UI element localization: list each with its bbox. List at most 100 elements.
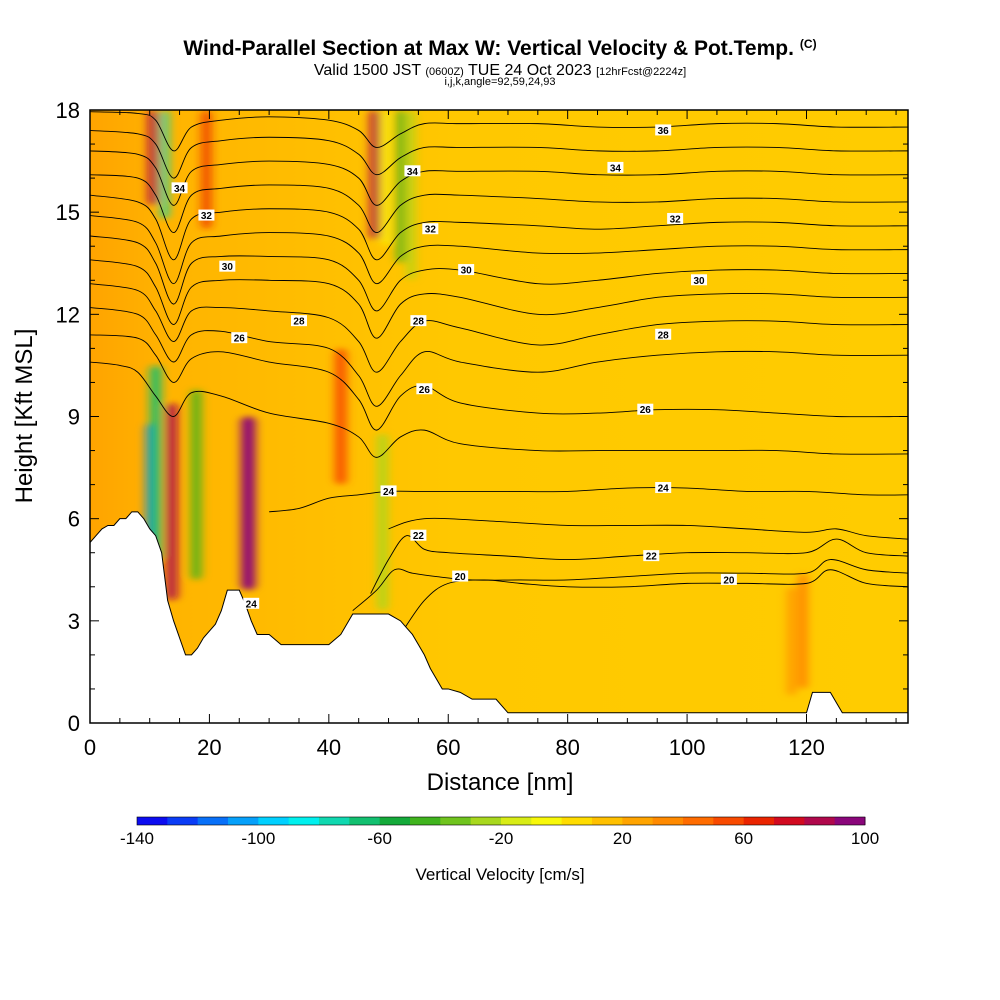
svg-text:24: 24: [658, 484, 670, 495]
x-tick-label: 40: [317, 735, 341, 760]
colorbar-tick-label: 20: [613, 829, 632, 848]
svg-text:36: 36: [658, 126, 670, 137]
colorbar-tick-label: -100: [241, 829, 275, 848]
contour-label-3: 34: [607, 161, 624, 174]
velocity-band-13: [378, 433, 388, 611]
contour-label-2: 34: [404, 165, 421, 178]
x-tick-label: 100: [669, 735, 706, 760]
colorbar-swatch-13: [531, 817, 563, 825]
svg-text:24: 24: [383, 487, 395, 498]
colorbar-swatch-17: [652, 817, 684, 825]
chart-subtitle: Valid 1500 JST (0600Z) TUE 24 Oct 2023 […: [0, 62, 1000, 80]
colorbar-swatch-20: [743, 817, 775, 825]
colorbar-swatch-4: [258, 817, 290, 825]
contour-label-13: 26: [231, 332, 248, 345]
colorbar-tick-label: -20: [489, 829, 514, 848]
colorbar-swatch-21: [774, 817, 805, 825]
x-tick-label: 0: [84, 735, 96, 760]
colorbar-swatch-7: [349, 817, 381, 825]
colorbar: -140 -100 -60 -20 20 60 100: [120, 816, 879, 848]
contour-label-18: 24: [243, 597, 260, 610]
forecast-run: [12hrFcst@2224z]: [596, 66, 687, 78]
plot-area: 36 34 34 34 32 32 32 30 30 30 28 28 28 26 26 26 24 24 24 22…: [90, 110, 908, 723]
contour-label-17: 24: [655, 482, 672, 495]
svg-text:20: 20: [455, 572, 467, 583]
velocity-band-14: [799, 573, 807, 689]
valid-date: TUE 24 Oct 2023: [468, 62, 592, 79]
colorbar-tick-label: -140: [120, 829, 154, 848]
svg-text:28: 28: [293, 317, 305, 328]
contour-label-16: 24: [380, 485, 397, 498]
colorbar-swatch-19: [713, 817, 745, 825]
velocity-band-6: [202, 110, 211, 230]
colorbar-swatch-15: [592, 817, 623, 825]
x-tick-label: 120: [788, 735, 825, 760]
valid-time: Valid 1500 JST: [313, 62, 421, 79]
velocity-band-8: [335, 348, 347, 485]
theta-contour-26: [90, 334, 908, 431]
svg-text:32: 32: [425, 225, 437, 236]
theta-contour-23: [388, 517, 908, 540]
svg-text:26: 26: [234, 334, 246, 345]
y-tick-label: 3: [68, 609, 80, 634]
theta-contour-30: [90, 235, 908, 312]
theta-contour-24: [269, 487, 908, 513]
colorbar-swatch-1: [167, 817, 199, 825]
x-axis-title: Distance [nm]: [427, 769, 574, 796]
contour-label-12: 28: [655, 328, 672, 341]
theta-contour-21: [352, 559, 908, 611]
contour-label-14: 26: [416, 383, 433, 396]
colorbar-swatch-5: [288, 817, 320, 825]
velocity-band-3: [150, 365, 162, 560]
colorbar-swatch-0: [137, 817, 168, 825]
svg-text:20: 20: [723, 575, 735, 586]
velocity-band-12: [407, 110, 415, 281]
svg-text:22: 22: [413, 531, 425, 542]
colorbar-label: Vertical Velocity [cm/s]: [415, 865, 584, 884]
colorbar-swatch-10: [440, 817, 472, 825]
contour-label-20: 22: [643, 550, 660, 563]
terrain: [90, 511, 908, 723]
theta-contour-20: [400, 569, 908, 635]
grid-info: i,j,k,angle=92,59,24,93: [444, 76, 556, 88]
velocity-band-1: [148, 110, 159, 206]
contour-label-1: 34: [171, 182, 188, 195]
theta-contour-31: [90, 215, 908, 285]
theta-contour-35: [90, 129, 908, 179]
colorbar-swatch-16: [622, 817, 654, 825]
colorbar-tick-label: -60: [367, 829, 392, 848]
contour-label-6: 32: [667, 212, 684, 225]
contour-label-9: 30: [691, 274, 708, 287]
contour-label-0: 36: [655, 124, 672, 137]
theta-contour-34: [90, 150, 908, 206]
colorbar-swatch-18: [683, 817, 714, 825]
contour-label-15: 26: [637, 403, 654, 416]
theta-contour-27: [90, 307, 908, 407]
svg-text:32: 32: [670, 214, 682, 225]
velocity-band-4: [166, 402, 178, 601]
svg-text:34: 34: [610, 163, 622, 174]
x-tick-label: 20: [197, 735, 221, 760]
colorbar-frame: [136, 816, 866, 826]
contour-label-5: 32: [422, 223, 439, 236]
colorbar-swatch-22: [804, 817, 836, 825]
theta-contour-36: [90, 111, 908, 152]
contour-label-4: 32: [198, 209, 215, 222]
colorbar-swatch-8: [379, 817, 411, 825]
svg-text:26: 26: [419, 385, 431, 396]
y-tick-label: 6: [68, 507, 80, 532]
contour-labels: 36 34 34 34 32 32 32 30 30 30 28 28 28 26 26 26 24 24 24 22…: [171, 124, 737, 610]
copyright-mark: (C): [799, 37, 817, 51]
y-tick-label: 18: [56, 98, 80, 123]
svg-text:28: 28: [658, 330, 670, 341]
contour-label-8: 30: [458, 264, 475, 277]
contour-label-21: 20: [452, 570, 469, 583]
velocity-band-15: [788, 586, 795, 696]
theta-contour-28: [90, 283, 908, 373]
colorbar-swatch-2: [197, 817, 229, 825]
contour-label-19: 22: [410, 529, 427, 542]
colorbar-swatch-6: [319, 817, 350, 825]
chart-title-text: Wind-Parallel Section at Max W: Vertical…: [183, 37, 794, 60]
velocity-band-5: [191, 389, 201, 580]
